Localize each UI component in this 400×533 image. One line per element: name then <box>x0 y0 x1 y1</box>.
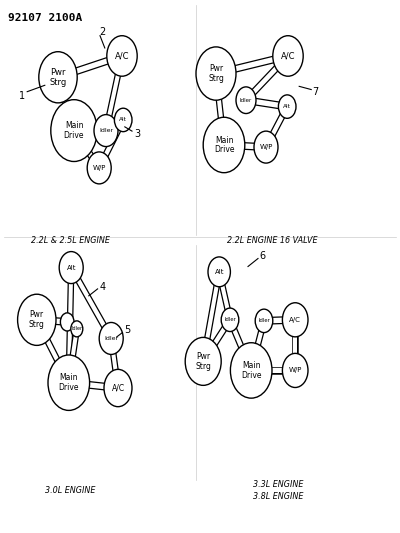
Circle shape <box>114 108 132 132</box>
Text: Idler: Idler <box>104 336 118 341</box>
Polygon shape <box>105 117 124 133</box>
Polygon shape <box>217 271 232 320</box>
Text: A/C: A/C <box>115 52 129 60</box>
Text: Main
Drive: Main Drive <box>58 373 79 392</box>
Text: 6: 6 <box>259 251 265 261</box>
Circle shape <box>51 100 97 161</box>
Polygon shape <box>69 380 118 391</box>
Text: Pwr
Strg: Pwr Strg <box>208 64 224 83</box>
Circle shape <box>230 343 272 398</box>
Text: 92107 2100A: 92107 2100A <box>8 13 82 23</box>
Circle shape <box>282 353 308 387</box>
Text: Idler: Idler <box>224 317 236 322</box>
Text: 2: 2 <box>99 27 106 37</box>
Circle shape <box>273 36 303 76</box>
Circle shape <box>255 309 273 333</box>
Text: 7: 7 <box>312 87 318 96</box>
Polygon shape <box>104 55 124 131</box>
Text: Main
Drive: Main Drive <box>64 121 84 140</box>
Text: 3: 3 <box>134 130 140 139</box>
Circle shape <box>208 257 230 287</box>
Text: 3.3L ENGINE
3.8L ENGINE: 3.3L ENGINE 3.8L ENGINE <box>253 480 303 501</box>
Text: W/P: W/P <box>92 165 106 171</box>
Circle shape <box>221 308 239 332</box>
Polygon shape <box>72 129 101 169</box>
Polygon shape <box>70 266 113 340</box>
Polygon shape <box>246 98 288 109</box>
Polygon shape <box>224 142 266 150</box>
Text: Pwr
Strg: Pwr Strg <box>29 310 45 329</box>
Polygon shape <box>37 317 67 325</box>
Text: Idler: Idler <box>258 318 270 324</box>
Circle shape <box>60 313 74 331</box>
Text: A/C: A/C <box>289 317 301 323</box>
Polygon shape <box>214 73 226 146</box>
Polygon shape <box>56 76 76 132</box>
Text: Idler: Idler <box>71 326 82 332</box>
Polygon shape <box>216 53 288 76</box>
Text: Main
Drive: Main Drive <box>214 135 234 155</box>
Text: Alt: Alt <box>283 104 291 109</box>
Polygon shape <box>74 128 106 133</box>
Polygon shape <box>202 318 232 363</box>
Circle shape <box>59 252 83 284</box>
Circle shape <box>278 95 296 118</box>
Polygon shape <box>249 320 266 372</box>
Polygon shape <box>98 118 125 169</box>
Text: Idler: Idler <box>99 128 113 133</box>
Circle shape <box>196 47 236 100</box>
Circle shape <box>48 355 90 410</box>
Text: W/P: W/P <box>259 144 273 150</box>
Text: Pwr
Strg: Pwr Strg <box>49 68 67 87</box>
Circle shape <box>185 337 221 385</box>
Text: 5: 5 <box>124 326 130 335</box>
Polygon shape <box>264 105 289 149</box>
Text: 4: 4 <box>99 282 105 292</box>
Text: Idler: Idler <box>240 98 252 103</box>
Circle shape <box>254 131 278 163</box>
Circle shape <box>203 117 245 173</box>
Circle shape <box>71 321 83 337</box>
Text: 2.2L ENGINE 16 VALVE: 2.2L ENGINE 16 VALVE <box>227 237 317 245</box>
Circle shape <box>87 152 111 184</box>
Polygon shape <box>251 368 295 373</box>
Circle shape <box>18 294 56 345</box>
Text: Alt: Alt <box>66 264 76 271</box>
Polygon shape <box>67 268 73 383</box>
Text: A/C: A/C <box>112 384 124 392</box>
Circle shape <box>94 115 118 147</box>
Circle shape <box>104 369 132 407</box>
Circle shape <box>99 322 123 354</box>
Polygon shape <box>74 128 106 133</box>
Polygon shape <box>35 318 70 384</box>
Polygon shape <box>264 317 295 324</box>
Text: 1: 1 <box>19 91 25 101</box>
Circle shape <box>107 36 137 76</box>
Text: A/C: A/C <box>281 52 295 60</box>
Text: 2.2L & 2.5L ENGINE: 2.2L & 2.5L ENGINE <box>30 237 110 245</box>
Polygon shape <box>228 319 253 372</box>
Text: Pwr
Strg: Pwr Strg <box>195 352 211 371</box>
Polygon shape <box>58 53 122 80</box>
Polygon shape <box>66 320 78 331</box>
Text: Main
Drive: Main Drive <box>241 361 262 380</box>
Circle shape <box>39 52 77 103</box>
Polygon shape <box>201 271 221 362</box>
Polygon shape <box>245 54 289 102</box>
Polygon shape <box>109 338 120 389</box>
Polygon shape <box>293 320 297 370</box>
Circle shape <box>236 87 256 114</box>
Text: Alt: Alt <box>119 117 127 123</box>
Text: Alt: Alt <box>214 269 224 275</box>
Circle shape <box>282 303 308 337</box>
Text: 3.0L ENGINE: 3.0L ENGINE <box>45 486 95 495</box>
Polygon shape <box>67 328 79 383</box>
Text: W/P: W/P <box>288 367 302 374</box>
